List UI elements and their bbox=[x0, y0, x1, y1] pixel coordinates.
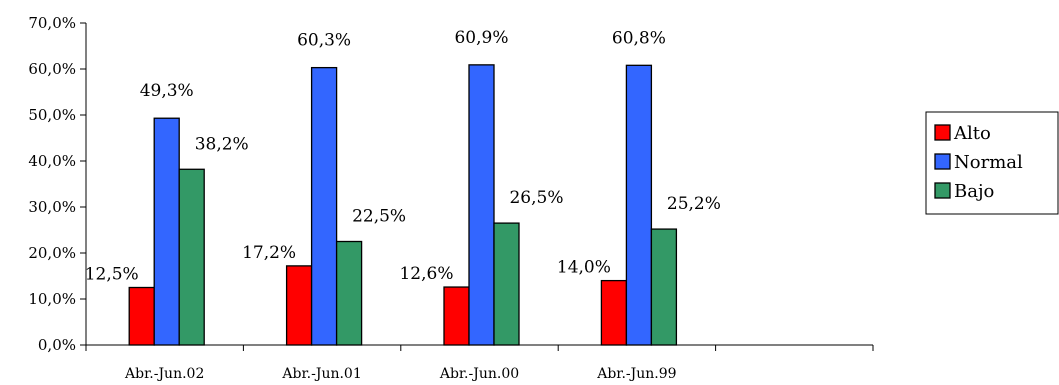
data-label: 60,8% bbox=[612, 28, 666, 48]
data-label: 26,5% bbox=[509, 188, 563, 208]
legend-label-alto: Alto bbox=[953, 123, 991, 144]
y-tick-label: 60,0% bbox=[28, 60, 76, 78]
bars bbox=[128, 64, 678, 346]
legend-swatch-bajo bbox=[934, 182, 951, 199]
data-label: 49,3% bbox=[140, 81, 194, 101]
bar-normal bbox=[153, 117, 180, 346]
y-tick-label: 70,0% bbox=[28, 14, 76, 32]
data-label: 60,9% bbox=[454, 28, 508, 48]
x-tick-label: Abr.-Jun.00 bbox=[439, 366, 519, 382]
data-label: 25,2% bbox=[667, 194, 721, 214]
y-tick-label: 50,0% bbox=[28, 106, 76, 124]
legend: Alto Normal Bajo bbox=[925, 111, 1059, 215]
y-tick-label: 0,0% bbox=[38, 336, 76, 354]
bar-normal bbox=[625, 64, 653, 346]
y-tick-label: 10,0% bbox=[28, 290, 76, 308]
data-label: 22,5% bbox=[352, 207, 406, 227]
bar-alto bbox=[285, 265, 313, 346]
y-axis: 0,0% 10,0% 20,0% 30,0% 40,0% 50,0% 60,0% 70,0% bbox=[28, 14, 87, 354]
data-label: 12,5% bbox=[85, 265, 139, 285]
y-tick-label: 20,0% bbox=[28, 244, 76, 262]
data-labels: 12,5% 49,3% 38,2% 17,2% 60,3% 22,5% 12,6% 60,9%… bbox=[85, 28, 721, 285]
bar-alto bbox=[443, 286, 470, 346]
bar-alto bbox=[128, 286, 155, 346]
x-tick-label: Abr.-Jun.01 bbox=[281, 366, 361, 382]
data-label: 17,2% bbox=[242, 243, 296, 263]
bar-bajo bbox=[178, 168, 205, 346]
bar-bajo bbox=[650, 228, 678, 346]
legend-swatch-normal bbox=[934, 153, 951, 170]
bar-normal bbox=[468, 64, 495, 346]
bar-bajo bbox=[493, 222, 520, 346]
x-tick-label: Abr.-Jun.02 bbox=[124, 366, 204, 382]
y-tick-label: 40,0% bbox=[28, 152, 76, 170]
legend-label-normal: Normal bbox=[954, 152, 1023, 173]
x-tick-label: Abr.-Jun.99 bbox=[596, 366, 676, 382]
legend-label-bajo: Bajo bbox=[954, 181, 994, 202]
legend-swatch-alto bbox=[934, 124, 951, 141]
data-label: 38,2% bbox=[195, 134, 249, 154]
data-label: 12,6% bbox=[399, 264, 453, 284]
bar-normal bbox=[310, 66, 338, 346]
data-label: 14,0% bbox=[557, 258, 611, 278]
bar-alto bbox=[600, 279, 628, 346]
data-label: 60,3% bbox=[297, 31, 351, 51]
bar-bajo bbox=[335, 240, 363, 346]
y-tick-label: 30,0% bbox=[28, 198, 76, 216]
x-axis: Abr.-Jun.02 Abr.-Jun.01 Abr.-Jun.00 Abr.-Ju… bbox=[85, 344, 874, 382]
